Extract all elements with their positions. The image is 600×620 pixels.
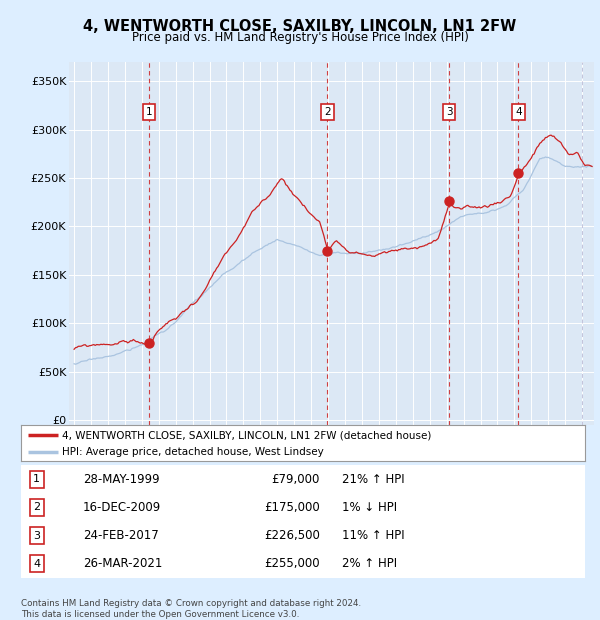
Text: 3: 3	[33, 531, 40, 541]
Text: £226,500: £226,500	[264, 529, 320, 542]
Text: 4, WENTWORTH CLOSE, SAXILBY, LINCOLN, LN1 2FW: 4, WENTWORTH CLOSE, SAXILBY, LINCOLN, LN…	[83, 19, 517, 33]
Text: 4: 4	[33, 559, 40, 569]
Text: 2: 2	[324, 107, 331, 117]
Text: 1: 1	[145, 107, 152, 117]
Text: 2: 2	[33, 502, 40, 512]
Text: 28-MAY-1999: 28-MAY-1999	[83, 472, 160, 485]
Text: 4: 4	[515, 107, 522, 117]
Text: 3: 3	[446, 107, 452, 117]
Text: £255,000: £255,000	[264, 557, 320, 570]
Text: HPI: Average price, detached house, West Lindsey: HPI: Average price, detached house, West…	[62, 447, 323, 458]
Text: 26-MAR-2021: 26-MAR-2021	[83, 557, 163, 570]
Text: Price paid vs. HM Land Registry's House Price Index (HPI): Price paid vs. HM Land Registry's House …	[131, 31, 469, 44]
Text: 1: 1	[33, 474, 40, 484]
Text: 4, WENTWORTH CLOSE, SAXILBY, LINCOLN, LN1 2FW (detached house): 4, WENTWORTH CLOSE, SAXILBY, LINCOLN, LN…	[62, 430, 431, 440]
Text: Contains HM Land Registry data © Crown copyright and database right 2024.
This d: Contains HM Land Registry data © Crown c…	[21, 600, 361, 619]
Text: 21% ↑ HPI: 21% ↑ HPI	[343, 472, 405, 485]
Text: 24-FEB-2017: 24-FEB-2017	[83, 529, 159, 542]
Text: 16-DEC-2009: 16-DEC-2009	[83, 501, 161, 514]
Text: £175,000: £175,000	[264, 501, 320, 514]
Text: £79,000: £79,000	[272, 472, 320, 485]
Text: 2% ↑ HPI: 2% ↑ HPI	[343, 557, 398, 570]
Text: 11% ↑ HPI: 11% ↑ HPI	[343, 529, 405, 542]
Text: 1% ↓ HPI: 1% ↓ HPI	[343, 501, 398, 514]
